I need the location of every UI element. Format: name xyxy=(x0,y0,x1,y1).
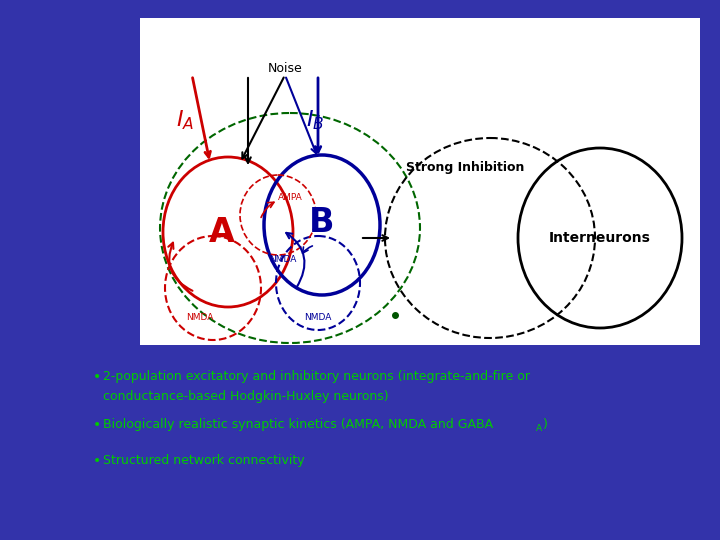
Text: Noise: Noise xyxy=(268,62,302,75)
Text: 2-population excitatory and inhibitory neurons (integrate-and-fire or: 2-population excitatory and inhibitory n… xyxy=(103,370,530,383)
Text: conductance-based Hodgkin-Huxley neurons): conductance-based Hodgkin-Huxley neurons… xyxy=(103,390,389,403)
Text: Biologically realistic synaptic kinetics (AMPA, NMDA and GABA: Biologically realistic synaptic kinetics… xyxy=(103,418,493,431)
Text: $I_B$: $I_B$ xyxy=(306,108,324,132)
Text: AMPA: AMPA xyxy=(278,192,302,201)
Bar xyxy=(140,18,700,345)
Text: $I_A$: $I_A$ xyxy=(176,108,194,132)
Text: NMDA: NMDA xyxy=(305,314,332,322)
Text: Structured network connectivity: Structured network connectivity xyxy=(103,454,305,467)
Text: •: • xyxy=(93,418,102,432)
Text: A: A xyxy=(536,424,542,433)
Text: Interneurons: Interneurons xyxy=(549,231,651,245)
Text: •: • xyxy=(93,370,102,384)
Text: A: A xyxy=(209,215,235,248)
Text: Strong Inhibition: Strong Inhibition xyxy=(406,161,524,174)
Text: ): ) xyxy=(543,418,548,431)
Text: •: • xyxy=(93,454,102,468)
Text: NMDA: NMDA xyxy=(269,255,297,265)
Text: B: B xyxy=(310,206,335,239)
Text: NMDA: NMDA xyxy=(186,314,214,322)
